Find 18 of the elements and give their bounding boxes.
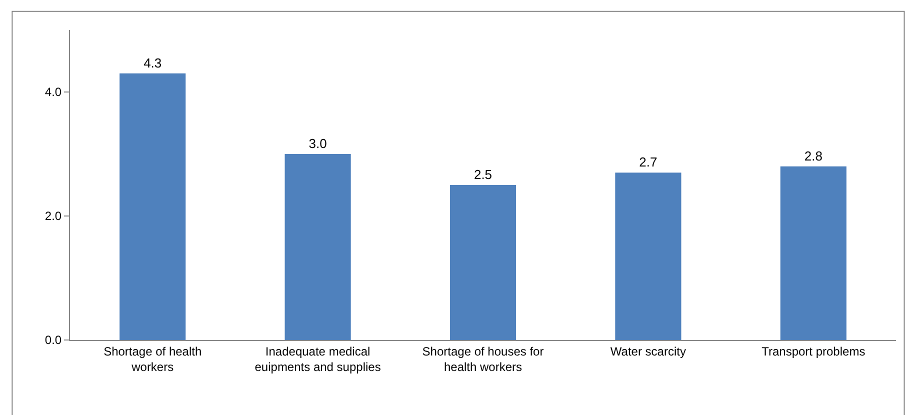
x-tick-label: Water scarcity [610,344,686,358]
data-label: 2.7 [639,154,658,170]
data-label: 2.8 [804,148,822,164]
x-tick-label: Shortage of health workers [104,344,202,374]
bar [450,185,516,340]
x-tick-label: Inadequate medical euipments and supplies [254,344,381,374]
y-tick-label: 0.0 [44,333,62,348]
bar [780,166,846,340]
bar [615,172,682,340]
y-tick-label: 4.0 [44,85,62,100]
data-label: 4.3 [144,55,162,70]
bar [284,154,351,340]
data-label: 3.0 [308,136,327,151]
y-tick-label: 2.0 [44,209,62,224]
bar [120,73,186,340]
x-tick-label: Shortage of houses for health workers [422,344,544,374]
data-label: 2.5 [474,167,492,182]
x-tick-label: Transport problems [762,344,866,358]
